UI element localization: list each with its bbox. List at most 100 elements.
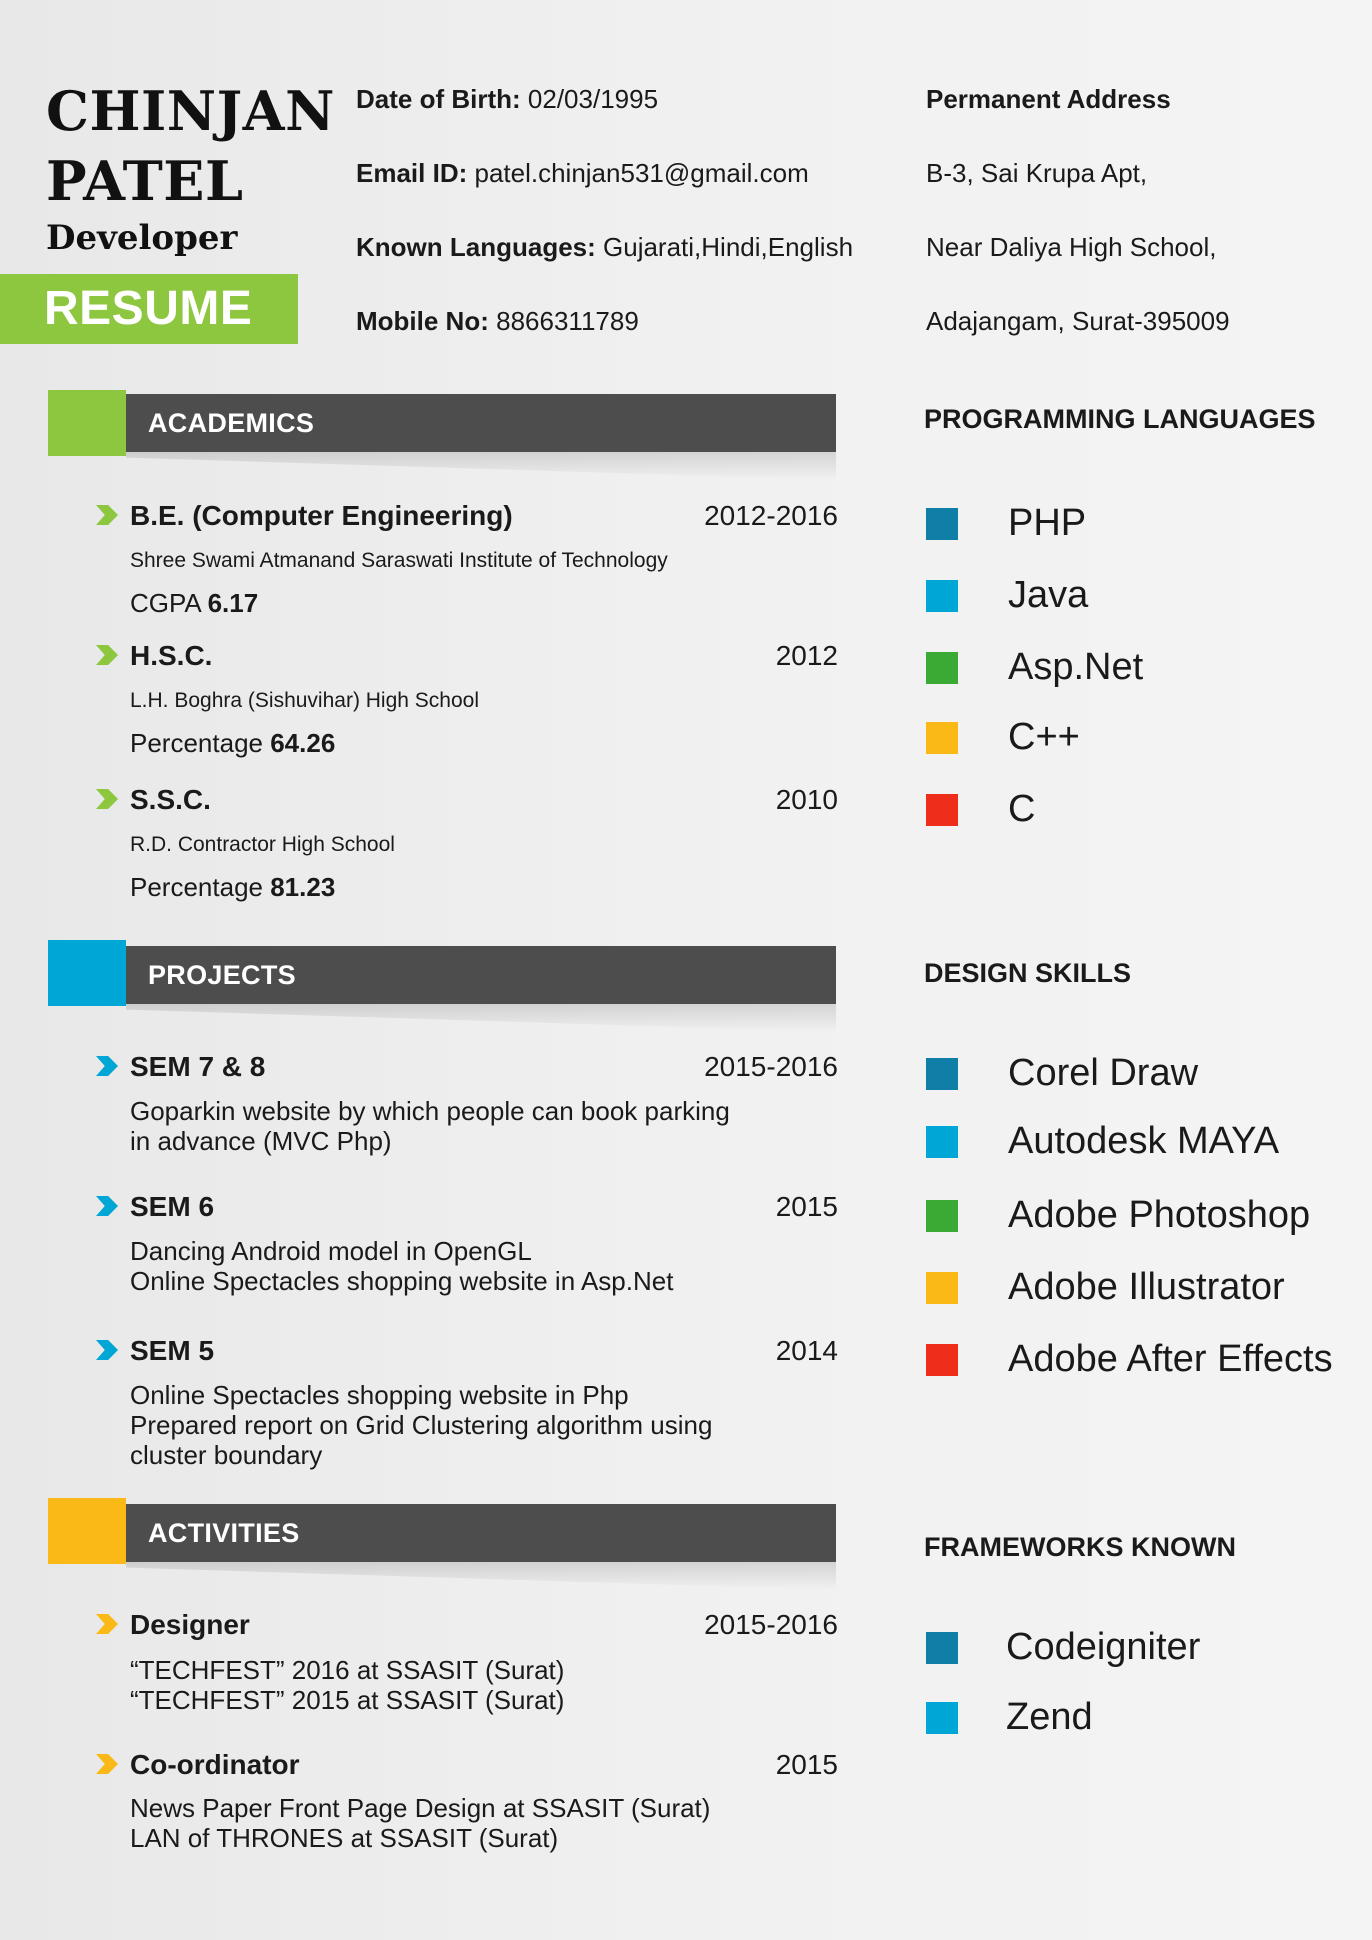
projects-header: PROJECTS xyxy=(126,946,836,1004)
programming-skill: PHP xyxy=(1008,502,1087,544)
score-value: 6.17 xyxy=(207,588,259,618)
frameworks-known-title: FRAMEWORKS KNOWN xyxy=(924,1532,1236,1562)
project-description: Goparkin website by which people can boo… xyxy=(130,1096,730,1156)
projects-header-shadow xyxy=(126,1004,836,1032)
score-label: Percentage xyxy=(130,728,263,758)
email-value[interactable]: patel.chinjan531@gmail.com xyxy=(474,158,809,188)
academic-year: 2012 xyxy=(775,640,838,671)
project-line: Prepared report on Grid Clustering algor… xyxy=(130,1410,713,1440)
chevron-right-icon xyxy=(96,505,118,525)
skill-bullet-square xyxy=(926,580,958,612)
project-year: 2015 xyxy=(775,1191,838,1222)
resume-badge: RESUME xyxy=(0,274,298,344)
chevron-right-icon xyxy=(96,789,118,809)
academic-title: H.S.C. xyxy=(130,640,213,671)
project-line: Dancing Android model in OpenGL xyxy=(130,1236,532,1266)
programming-skill: Asp.Net xyxy=(1008,646,1144,688)
design-skill: Corel Draw xyxy=(1008,1052,1199,1094)
email-label: Email ID: xyxy=(356,158,468,188)
project-line: cluster boundary xyxy=(130,1440,323,1470)
skill-bullet-square xyxy=(926,1126,958,1158)
mobile-label: Mobile No: xyxy=(356,306,489,336)
languages-label: Known Languages: xyxy=(356,232,596,262)
score-label: Percentage xyxy=(130,872,263,902)
design-skills-title: DESIGN SKILLS xyxy=(924,958,1132,988)
address-line-2: Near Daliya High School, xyxy=(926,232,1217,262)
score-value: 64.26 xyxy=(270,728,336,758)
academics-header-shadow xyxy=(126,452,836,480)
skill-bullet-square xyxy=(926,508,958,540)
project-title: SEM 5 xyxy=(130,1335,215,1366)
project-title: SEM 6 xyxy=(130,1191,215,1222)
project-line: Goparkin website by which people can boo… xyxy=(130,1096,730,1126)
activity-line: “TECHFEST” 2016 at SSASIT (Surat) xyxy=(130,1655,565,1685)
project-line: Online Spectacles shopping website in As… xyxy=(130,1266,674,1296)
skill-bullet-square xyxy=(926,1344,958,1376)
activity-line: “TECHFEST” 2015 at SSASIT (Surat) xyxy=(130,1685,565,1715)
activity-title: Co-ordinator xyxy=(130,1749,300,1780)
chevron-right-icon xyxy=(96,1614,118,1634)
activity-description: “TECHFEST” 2016 at SSASIT (Surat) “TECHF… xyxy=(130,1655,564,1715)
framework-skill: Codeigniter xyxy=(1006,1626,1201,1668)
skill-bullet-square xyxy=(926,794,958,826)
dob-label: Date of Birth: xyxy=(356,84,521,114)
job-role: Developer xyxy=(46,218,238,258)
chevron-right-icon xyxy=(96,1196,118,1216)
academics-header: ACADEMICS xyxy=(126,394,836,452)
chevron-right-icon xyxy=(96,1754,118,1774)
score-label: CGPA xyxy=(130,588,201,618)
languages-value: Gujarati,Hindi,English xyxy=(603,232,854,262)
score-value: 81.23 xyxy=(270,872,336,902)
project-line: in advance (MVC Php) xyxy=(130,1126,392,1156)
academic-title: B.E. (Computer Engineering) xyxy=(130,500,513,531)
address-title: Permanent Address xyxy=(926,84,1171,114)
academic-school: L.H. Boghra (Sishuvihar) High School xyxy=(130,689,480,712)
skill-bullet-square xyxy=(926,1200,958,1232)
skill-bullet-square xyxy=(926,652,958,684)
languages-row: Known Languages: Gujarati,Hindi,English xyxy=(356,232,853,263)
programming-languages-title: PROGRAMMING LANGUAGES xyxy=(924,404,1316,434)
programming-skill: C xyxy=(1008,788,1036,830)
project-year: 2015-2016 xyxy=(704,1051,838,1082)
chevron-right-icon xyxy=(96,645,118,665)
project-year: 2014 xyxy=(775,1335,838,1366)
mobile-row: Mobile No: 8866311789 xyxy=(356,306,639,337)
design-skill: Autodesk MAYA xyxy=(1008,1120,1280,1162)
activity-line: LAN of THRONES at SSASIT (Surat) xyxy=(130,1823,559,1853)
activities-header-shadow xyxy=(126,1562,836,1590)
skill-bullet-square xyxy=(926,1702,958,1734)
address-line-3: Adajangam, Surat-395009 xyxy=(926,306,1230,336)
chevron-right-icon xyxy=(96,1340,118,1360)
academic-score: Percentage 64.26 xyxy=(130,728,335,759)
first-name: CHINJAN xyxy=(46,79,335,143)
projects-accent-square xyxy=(48,940,126,1006)
project-title: SEM 7 & 8 xyxy=(130,1051,266,1082)
design-skill: Adobe After Effects xyxy=(1008,1338,1333,1380)
activity-description: News Paper Front Page Design at SSASIT (… xyxy=(130,1793,710,1853)
skill-bullet-square xyxy=(926,1058,958,1090)
activity-line: News Paper Front Page Design at SSASIT (… xyxy=(130,1793,711,1823)
mobile-value: 8866311789 xyxy=(496,306,639,336)
address-line-1: B-3, Sai Krupa Apt, xyxy=(926,158,1148,188)
email-row: Email ID: patel.chinjan531@gmail.com xyxy=(356,158,809,189)
academic-school: Shree Swami Atmanand Saraswati Institute… xyxy=(130,549,668,572)
skill-bullet-square xyxy=(926,1632,958,1664)
academic-score: CGPA 6.17 xyxy=(130,588,258,619)
design-skill: Adobe Photoshop xyxy=(1008,1194,1311,1236)
academic-year: 2012-2016 xyxy=(704,500,838,531)
dob-value: 02/03/1995 xyxy=(527,84,659,114)
academic-score: Percentage 81.23 xyxy=(130,872,335,903)
academic-title: S.S.C. xyxy=(130,784,211,815)
chevron-right-icon xyxy=(96,1056,118,1076)
programming-skill: C++ xyxy=(1008,716,1080,758)
academic-school: R.D. Contractor High School xyxy=(130,833,395,856)
programming-skill: Java xyxy=(1008,574,1089,616)
activities-accent-square xyxy=(48,1498,126,1564)
design-skill: Adobe Illustrator xyxy=(1008,1266,1285,1308)
project-description: Online Spectacles shopping website in Ph… xyxy=(130,1380,712,1470)
dob-row: Date of Birth: 02/03/1995 xyxy=(356,84,658,115)
academic-year: 2010 xyxy=(775,784,838,815)
activity-title: Designer xyxy=(130,1609,250,1640)
last-name: PATEL xyxy=(46,149,244,213)
skill-bullet-square xyxy=(926,1272,958,1304)
